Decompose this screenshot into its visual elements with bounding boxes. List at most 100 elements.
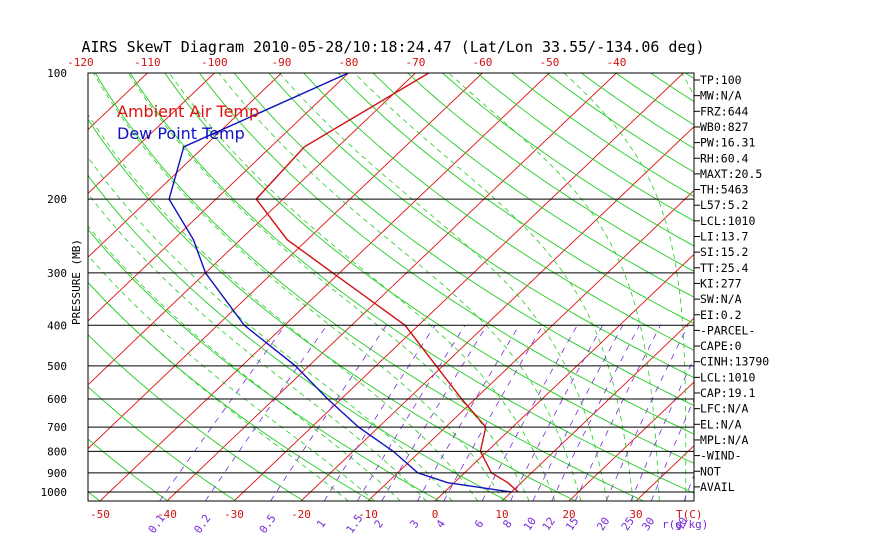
index-item: SW:N/A xyxy=(700,292,742,306)
index-item: TH:5463 xyxy=(700,183,749,197)
index-item: -WIND- xyxy=(700,449,742,463)
plot-frame xyxy=(87,72,695,502)
isotherm-line xyxy=(88,73,349,322)
dry-adiabat-line xyxy=(337,73,694,324)
dry-adiabat-line xyxy=(824,73,870,501)
top-temp-tick-label: -90 xyxy=(271,56,291,69)
moist-adiabat-line xyxy=(88,193,427,501)
dry-adiabat-line xyxy=(372,73,694,298)
index-item: LFC:N/A xyxy=(700,402,749,416)
temperature-profile-line xyxy=(255,73,519,493)
mixing-ratio-line xyxy=(481,325,578,501)
dry-adiabat-line xyxy=(755,73,870,501)
dry-adiabat-line xyxy=(88,118,576,501)
mixing-ratio-tick-label: 6 xyxy=(472,518,486,531)
pressure-tick-label: 400 xyxy=(47,319,67,332)
moist-adiabat-line xyxy=(563,73,687,501)
index-item: LCL:1010 xyxy=(700,214,755,228)
mixing-ratio-line xyxy=(204,325,328,501)
dry-adiabat-line xyxy=(95,73,644,501)
index-item: TT:25.4 xyxy=(700,261,749,275)
mixing-ratio-unit: r(g/kg) xyxy=(662,518,708,531)
isotherm-line xyxy=(434,253,694,501)
mixing-ratio-tick-label: 12 xyxy=(540,515,558,533)
bottom-temp-unit: T(C) xyxy=(676,508,703,521)
moist-adiabat-line xyxy=(279,73,608,501)
dry-adiabat-line xyxy=(476,73,694,222)
isotherm-line xyxy=(233,73,684,501)
index-item: TP:100 xyxy=(700,73,742,87)
mixing-ratio-line xyxy=(357,325,466,501)
y-axis-label: PRESSURE (MB) xyxy=(70,239,83,325)
dry-adiabat-line xyxy=(303,73,694,351)
top-temp-tick-label: -80 xyxy=(338,56,358,69)
mixing-ratio-tick-label: 0.2 xyxy=(191,512,213,536)
index-item: CINH:13790 xyxy=(700,355,769,369)
index-item: AVAIL xyxy=(700,480,735,494)
isotherm-line xyxy=(88,73,282,258)
isotherm-line xyxy=(88,73,416,386)
moist-adiabat-line xyxy=(218,73,582,501)
top-temp-tick-label: -100 xyxy=(201,56,228,69)
bottom-temp-tick-label: -40 xyxy=(157,508,177,521)
moist-adiabat-line xyxy=(169,73,556,501)
mixing-ratio-line xyxy=(574,325,661,501)
index-item: PW:16.31 xyxy=(700,136,755,150)
pressure-tick-label: 600 xyxy=(47,393,67,406)
isotherm-line xyxy=(300,126,694,501)
top-temp-tick-label: -60 xyxy=(472,56,492,69)
dry-adiabat-line xyxy=(546,73,694,173)
moist-adiabat-line xyxy=(88,254,375,501)
dry-adiabat-line xyxy=(129,73,694,494)
top-temp-tick-label: -70 xyxy=(405,56,425,69)
dry-adiabat-line xyxy=(0,73,32,501)
dry-adiabat-line xyxy=(442,73,694,247)
dry-adiabat-line xyxy=(859,73,870,501)
mixing-ratio-tick-label: 30 xyxy=(639,515,657,533)
index-item: MW:N/A xyxy=(700,89,742,103)
mixing-ratio-line xyxy=(323,325,436,501)
pressure-tick-label: 200 xyxy=(47,193,67,206)
mixing-ratio-tick-label: 3 xyxy=(407,518,421,531)
isotherm-line xyxy=(568,381,694,501)
pressure-tick-label: 100 xyxy=(47,67,67,80)
dry-adiabat-line xyxy=(88,491,101,501)
index-item: MAXT:20.5 xyxy=(700,167,762,181)
index-item: KI:277 xyxy=(700,276,742,290)
pressure-tick-label: 500 xyxy=(47,360,67,373)
bottom-temp-tick-label: -20 xyxy=(291,508,311,521)
pressure-tick-label: 800 xyxy=(47,445,67,458)
isotherm-line xyxy=(99,73,550,501)
mixing-ratio-tick-label: 2 xyxy=(372,518,386,531)
isotherm-line xyxy=(88,73,215,195)
index-item: MPL:N/A xyxy=(700,433,749,447)
index-item: FRZ:644 xyxy=(700,104,749,118)
bottom-temp-tick-label: 10 xyxy=(495,508,508,521)
index-item: EL:N/A xyxy=(700,417,742,431)
isotherm-line xyxy=(770,73,870,501)
dry-adiabat-line xyxy=(511,73,694,197)
dry-adiabat-line xyxy=(233,73,694,407)
mixing-ratio-line xyxy=(551,325,640,501)
dry-adiabat-line xyxy=(581,73,694,149)
index-item: L57:5.2 xyxy=(700,198,748,212)
index-item: WB0:827 xyxy=(700,120,749,134)
mixing-ratio-line xyxy=(630,357,694,501)
dry-adiabat-line xyxy=(268,73,694,379)
dry-adiabat-line xyxy=(790,73,870,501)
bottom-temp-tick-label: 30 xyxy=(629,508,642,521)
moist-adiabat-line xyxy=(88,156,453,501)
moist-adiabat-line xyxy=(354,73,634,501)
moist-adiabat-line xyxy=(88,113,479,501)
bottom-temp-tick-label: -10 xyxy=(358,508,378,521)
isotherm-line xyxy=(0,73,80,501)
mixing-ratio-tick-label: 10 xyxy=(521,515,539,533)
mixing-ratio-tick-label: 4 xyxy=(434,517,449,530)
pressure-tick-label: 900 xyxy=(47,467,67,480)
isotherm-line xyxy=(501,317,694,501)
mixing-ratio-tick-label: 20 xyxy=(594,515,612,533)
legend-ambient-air-temp: Ambient Air Temp xyxy=(117,102,259,121)
pressure-tick-label: 300 xyxy=(47,267,67,280)
moist-adiabat-line xyxy=(93,73,504,501)
